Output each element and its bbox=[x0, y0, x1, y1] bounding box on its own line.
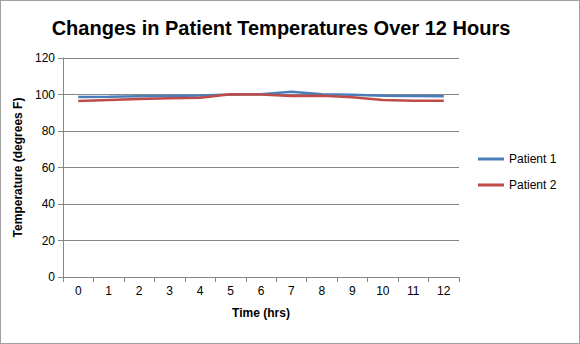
svg-text:8: 8 bbox=[319, 284, 326, 298]
svg-text:5: 5 bbox=[227, 284, 234, 298]
svg-text:11: 11 bbox=[407, 284, 420, 298]
svg-text:100: 100 bbox=[35, 88, 55, 102]
svg-text:9: 9 bbox=[349, 284, 356, 298]
svg-text:120: 120 bbox=[35, 51, 55, 65]
svg-text:80: 80 bbox=[42, 124, 56, 138]
svg-text:60: 60 bbox=[42, 161, 56, 175]
svg-text:1: 1 bbox=[105, 284, 112, 298]
svg-text:Temperature (degrees F): Temperature (degrees F) bbox=[11, 98, 25, 238]
svg-text:2: 2 bbox=[136, 284, 143, 298]
svg-text:6: 6 bbox=[258, 284, 265, 298]
svg-text:10: 10 bbox=[376, 284, 390, 298]
svg-text:7: 7 bbox=[288, 284, 295, 298]
svg-text:Patient 1: Patient 1 bbox=[509, 152, 557, 166]
svg-text:3: 3 bbox=[166, 284, 173, 298]
svg-text:20: 20 bbox=[42, 234, 56, 248]
svg-text:0: 0 bbox=[48, 270, 55, 284]
svg-text:12: 12 bbox=[437, 284, 451, 298]
svg-text:Patient 2: Patient 2 bbox=[509, 178, 557, 192]
svg-text:Time (hrs): Time (hrs) bbox=[232, 306, 290, 320]
svg-text:Changes in Patient Temperature: Changes in Patient Temperatures Over 12 … bbox=[52, 17, 511, 39]
svg-text:40: 40 bbox=[42, 197, 56, 211]
svg-text:0: 0 bbox=[75, 284, 82, 298]
svg-text:4: 4 bbox=[197, 284, 204, 298]
